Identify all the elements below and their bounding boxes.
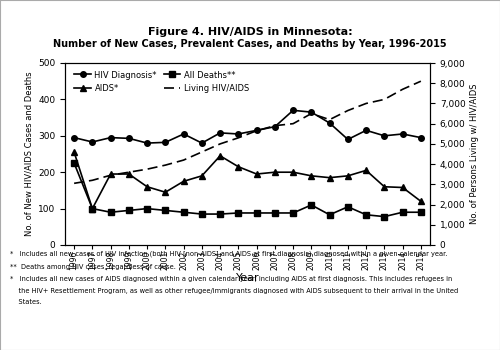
Living HIV/AIDS [272,124,278,128]
Text: Figure 4. HIV/AIDS in Minnesota:: Figure 4. HIV/AIDS in Minnesota: [148,27,352,37]
All Deaths** [326,213,332,217]
AIDS* [400,186,406,190]
All Deaths** [108,210,114,214]
Living HIV/AIDS [345,108,351,113]
Living HIV/AIDS [326,118,332,122]
AIDS* [162,190,168,194]
HIV Diagnosis* [418,135,424,140]
Line: AIDS*: AIDS* [72,149,424,211]
Text: **  Deaths among HIV cases, regardless of cause.: ** Deaths among HIV cases, regardless of… [10,264,176,270]
AIDS* [126,172,132,176]
Living HIV/AIDS [382,97,388,102]
HIV Diagnosis* [144,141,150,145]
All Deaths** [126,208,132,212]
HIV Diagnosis* [71,135,77,140]
HIV Diagnosis* [308,110,314,114]
AIDS* [236,164,242,169]
Living HIV/AIDS [418,79,424,83]
Living HIV/AIDS [400,87,406,91]
All Deaths** [272,211,278,215]
Y-axis label: No. of Persons Living w/ HIV/AIDS: No. of Persons Living w/ HIV/AIDS [470,84,478,224]
Living HIV/AIDS [180,158,186,162]
Line: Living HIV/AIDS: Living HIV/AIDS [74,81,421,183]
Text: States.: States. [10,299,42,305]
All Deaths** [162,208,168,212]
Line: HIV Diagnosis*: HIV Diagnosis* [72,107,424,146]
Legend: HIV Diagnosis*, AIDS*, All Deaths**, Living HIV/AIDS: HIV Diagnosis*, AIDS*, All Deaths**, Liv… [73,69,250,95]
HIV Diagnosis* [400,132,406,136]
Living HIV/AIDS [290,121,296,126]
HIV Diagnosis* [162,140,168,145]
Line: All Deaths**: All Deaths** [72,160,424,219]
Living HIV/AIDS [162,163,168,167]
AIDS* [290,170,296,174]
HIV Diagnosis* [126,136,132,140]
Living HIV/AIDS [254,129,260,133]
All Deaths** [180,210,186,214]
Text: *   Includes all new cases of AIDS diagnosed within a given calendar year, inclu: * Includes all new cases of AIDS diagnos… [10,276,452,282]
Living HIV/AIDS [236,136,242,140]
Living HIV/AIDS [144,167,150,171]
All Deaths** [345,205,351,209]
HIV Diagnosis* [290,108,296,112]
AIDS* [71,150,77,154]
AIDS* [308,174,314,178]
HIV Diagnosis* [217,131,223,135]
AIDS* [90,206,96,211]
All Deaths** [199,212,205,216]
HIV Diagnosis* [108,135,114,140]
Living HIV/AIDS [126,170,132,174]
All Deaths** [290,211,296,215]
Living HIV/AIDS [90,178,96,182]
All Deaths** [308,203,314,207]
HIV Diagnosis* [272,125,278,129]
All Deaths** [363,213,369,217]
All Deaths** [254,211,260,215]
AIDS* [272,170,278,174]
Text: the HIV+ Resettlement Program, as well as other refugee/immigrants diagnosed wit: the HIV+ Resettlement Program, as well a… [10,288,458,294]
X-axis label: Year: Year [236,273,260,283]
Living HIV/AIDS [71,181,77,186]
AIDS* [199,174,205,178]
All Deaths** [144,206,150,211]
Text: *   Includes all new cases of HIV infection (both HIV [non-AIDS] and AIDS at fir: * Includes all new cases of HIV infectio… [10,250,448,257]
AIDS* [363,168,369,173]
Living HIV/AIDS [217,142,223,146]
Living HIV/AIDS [308,111,314,116]
AIDS* [108,172,114,176]
All Deaths** [236,211,242,215]
AIDS* [144,185,150,189]
HIV Diagnosis* [326,121,332,125]
All Deaths** [418,210,424,214]
All Deaths** [382,215,388,219]
All Deaths** [400,210,406,214]
HIV Diagnosis* [382,134,388,138]
Living HIV/AIDS [199,150,205,154]
AIDS* [180,179,186,183]
Text: Number of New Cases, Prevalent Cases, and Deaths by Year, 1996-2015: Number of New Cases, Prevalent Cases, an… [53,39,447,49]
AIDS* [418,199,424,203]
HIV Diagnosis* [254,128,260,132]
Living HIV/AIDS [363,102,369,106]
All Deaths** [90,206,96,211]
HIV Diagnosis* [345,137,351,141]
AIDS* [326,176,332,180]
AIDS* [382,185,388,189]
AIDS* [254,172,260,176]
AIDS* [345,174,351,178]
HIV Diagnosis* [90,140,96,144]
AIDS* [217,154,223,158]
HIV Diagnosis* [363,128,369,132]
Y-axis label: No. of New HIV/AIDS Cases and Deaths: No. of New HIV/AIDS Cases and Deaths [25,72,34,236]
All Deaths** [71,161,77,165]
HIV Diagnosis* [199,141,205,145]
Living HIV/AIDS [108,173,114,177]
All Deaths** [217,212,223,216]
HIV Diagnosis* [236,132,242,136]
HIV Diagnosis* [180,132,186,136]
